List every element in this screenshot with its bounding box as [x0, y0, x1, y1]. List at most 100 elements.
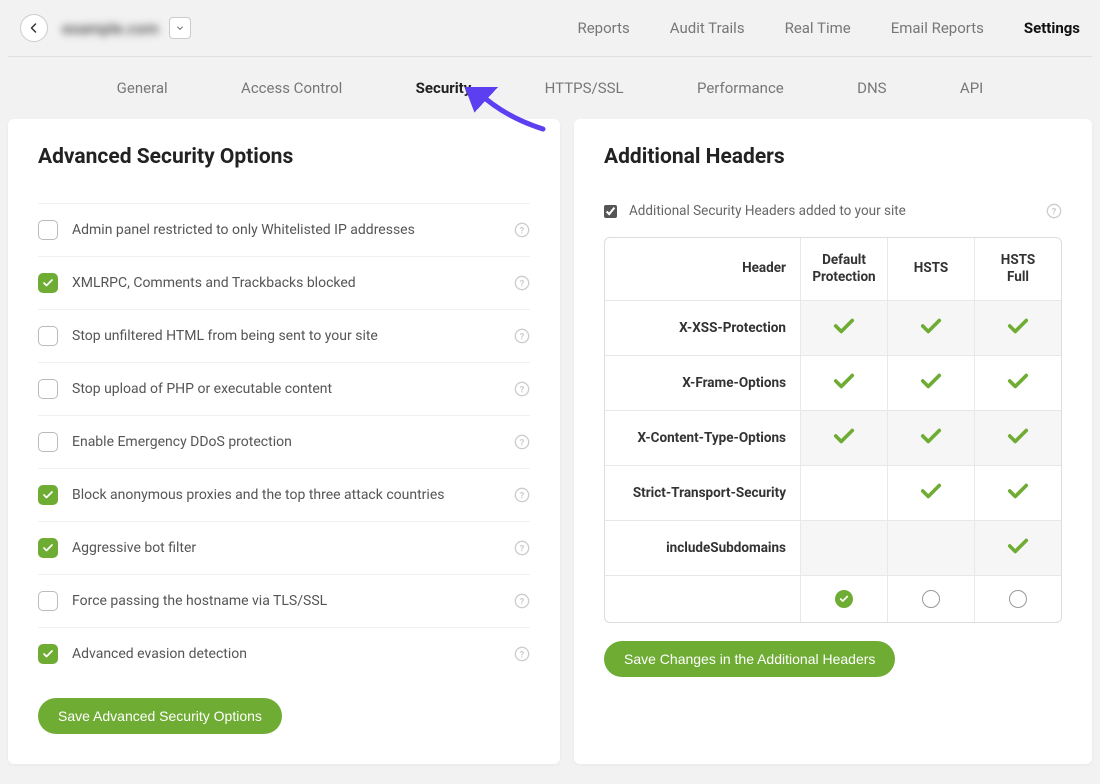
header-value-cell [800, 411, 887, 465]
help-icon[interactable]: ? [514, 434, 530, 450]
header-name: Strict-Transport-Security [605, 466, 800, 520]
help-icon[interactable]: ? [1046, 203, 1062, 219]
headers-table: HeaderDefaultProtectionHSTSHSTSFullX-XSS… [604, 237, 1062, 623]
sub-nav: General Access Control Security HTTPS/SSL Pe… [0, 57, 1100, 119]
option-checkbox[interactable] [38, 591, 58, 611]
security-option-row: Force passing the hostname via TLS/SSL? [38, 574, 530, 627]
subnav-item-general[interactable]: General [117, 79, 168, 97]
check-icon [920, 425, 942, 451]
subnav-item-security[interactable]: Security [416, 79, 472, 97]
help-icon[interactable]: ? [514, 593, 530, 609]
header-name: includeSubdomains [605, 521, 800, 575]
option-label: Advanced evasion detection [72, 646, 514, 662]
header-name: X-Frame-Options [605, 356, 800, 410]
option-checkbox[interactable] [38, 220, 58, 240]
table-header-col: HSTSFull [974, 238, 1061, 300]
header-value-cell [800, 521, 887, 575]
column-radio[interactable] [800, 576, 887, 622]
table-row: X-Content-Type-Options [605, 410, 1061, 465]
topnav-item-settings[interactable]: Settings [1024, 19, 1080, 37]
additional-headers-label: Additional Security Headers added to you… [629, 203, 1046, 219]
additional-headers-toggle-row: Additional Security Headers added to you… [604, 203, 1062, 219]
option-checkbox[interactable] [38, 432, 58, 452]
check-icon [1007, 480, 1029, 506]
security-option-row: Admin panel restricted to only Whitelist… [38, 203, 530, 256]
table-header-name: Header [605, 238, 800, 300]
additional-headers-checkbox[interactable] [604, 205, 617, 218]
header-value-cell [800, 466, 887, 520]
security-option-row: Advanced evasion detection? [38, 627, 530, 680]
header-value-cell [974, 521, 1061, 575]
svg-text:?: ? [520, 225, 525, 236]
topnav-item-audit-trails[interactable]: Audit Trails [670, 19, 745, 37]
check-icon [920, 315, 942, 341]
security-option-row: Block anonymous proxies and the top thre… [38, 468, 530, 521]
security-option-row: Aggressive bot filter? [38, 521, 530, 574]
svg-text:?: ? [1052, 206, 1057, 217]
help-icon[interactable]: ? [514, 222, 530, 238]
option-checkbox[interactable] [38, 485, 58, 505]
header-value-cell [887, 521, 974, 575]
additional-headers-panel: Additional Headers Additional Security H… [574, 119, 1092, 764]
option-checkbox[interactable] [38, 326, 58, 346]
security-option-row: XMLRPC, Comments and Trackbacks blocked? [38, 256, 530, 309]
domain-name: example.com [62, 19, 159, 38]
subnav-item-performance[interactable]: Performance [697, 79, 784, 97]
svg-text:?: ? [520, 384, 525, 395]
header-name: X-XSS-Protection [605, 301, 800, 355]
header-value-cell [974, 356, 1061, 410]
option-checkbox[interactable] [38, 538, 58, 558]
svg-text:?: ? [520, 543, 525, 554]
save-additional-headers-button[interactable]: Save Changes in the Additional Headers [604, 641, 895, 677]
radio-selected-icon [835, 590, 853, 608]
back-button[interactable] [20, 14, 48, 42]
help-icon[interactable]: ? [514, 540, 530, 556]
help-icon[interactable]: ? [514, 487, 530, 503]
option-checkbox[interactable] [38, 644, 58, 664]
svg-text:?: ? [520, 649, 525, 660]
option-label: Aggressive bot filter [72, 540, 514, 556]
option-label: Stop upload of PHP or executable content [72, 381, 514, 397]
check-icon [1007, 425, 1029, 451]
domain-dropdown[interactable] [169, 17, 191, 39]
svg-text:?: ? [520, 331, 525, 342]
column-radio[interactable] [887, 576, 974, 622]
header-value-cell [974, 411, 1061, 465]
check-icon [920, 480, 942, 506]
subnav-item-dns[interactable]: DNS [857, 79, 886, 97]
panels-container: Advanced Security Options Admin panel re… [0, 119, 1100, 784]
subnav-item-access-control[interactable]: Access Control [241, 79, 342, 97]
table-row: Strict-Transport-Security [605, 465, 1061, 520]
option-checkbox[interactable] [38, 379, 58, 399]
header-value-cell [974, 301, 1061, 355]
header-value-cell [887, 411, 974, 465]
help-icon[interactable]: ? [514, 275, 530, 291]
check-icon [920, 370, 942, 396]
option-label: XMLRPC, Comments and Trackbacks blocked [72, 275, 514, 291]
advanced-security-panel: Advanced Security Options Admin panel re… [8, 119, 560, 764]
save-security-options-button[interactable]: Save Advanced Security Options [38, 698, 282, 734]
help-icon[interactable]: ? [514, 381, 530, 397]
option-checkbox[interactable] [38, 273, 58, 293]
header-name: X-Content-Type-Options [605, 411, 800, 465]
topnav-item-real-time[interactable]: Real Time [785, 19, 851, 37]
panel-title: Additional Headers [604, 145, 1062, 169]
help-icon[interactable]: ? [514, 646, 530, 662]
subnav-item-api[interactable]: API [960, 79, 983, 97]
check-icon [1007, 315, 1029, 341]
table-selector-row [605, 575, 1061, 622]
security-option-row: Stop unfiltered HTML from being sent to … [38, 309, 530, 362]
option-label: Block anonymous proxies and the top thre… [72, 487, 514, 503]
header-value-cell [800, 301, 887, 355]
topnav-item-reports[interactable]: Reports [577, 19, 629, 37]
svg-text:?: ? [520, 596, 525, 607]
table-header-col: HSTS [887, 238, 974, 300]
arrow-left-icon [28, 22, 40, 34]
svg-text:?: ? [520, 278, 525, 289]
help-icon[interactable]: ? [514, 328, 530, 344]
subnav-item-https-ssl[interactable]: HTTPS/SSL [545, 79, 624, 97]
check-icon [1007, 535, 1029, 561]
column-radio[interactable] [974, 576, 1061, 622]
check-icon [833, 370, 855, 396]
topnav-item-email-reports[interactable]: Email Reports [891, 19, 984, 37]
